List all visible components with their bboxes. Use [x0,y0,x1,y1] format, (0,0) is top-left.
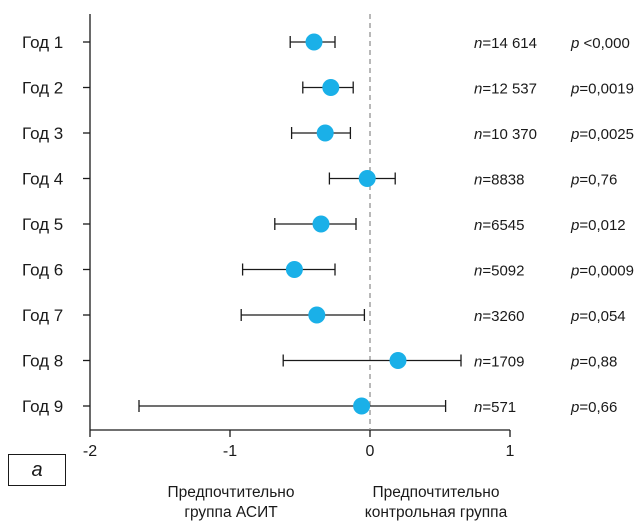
right-caption-line2: контрольная группа [365,504,508,521]
row-label: Год 2 [22,79,63,98]
estimate-point [305,33,323,51]
right-caption-line1: Предпочтительно [373,484,500,501]
p-value: p=0,0019 [570,81,634,98]
n-value: n=10 370 [474,126,537,143]
row-label: Год 7 [22,306,63,325]
left-caption-line2: группа АСИТ [184,504,278,521]
row-label: Год 4 [22,170,63,189]
n-value: n=571 [474,399,516,416]
p-value: p <0,000 [570,35,630,52]
captions: Предпочтительно группа АСИТ Предпочтител… [168,484,508,521]
estimate-point [285,261,303,278]
row-label: Год 1 [22,33,63,52]
x-tick-label: -2 [83,443,97,460]
n-value: n=5092 [474,263,524,280]
row-label: Год 8 [22,352,63,371]
estimate-point [353,397,371,415]
rows: Год 1 Год 2 Год 3 Год 4 Год 5 Год 6 Год 7 Год 8… [22,33,462,416]
row-label: Год 3 [22,124,63,143]
panel-label: а [8,454,66,486]
estimate-point [322,79,340,96]
n-value: n=8838 [474,172,524,189]
estimate-point [389,352,407,369]
n-value: n=6545 [474,217,524,234]
axes: -2 -1 0 1 [83,14,515,460]
estimate-point [312,215,330,233]
p-value: p=0,88 [570,354,617,371]
row-label: Год 5 [22,215,63,234]
p-value: p=0,0025 [570,126,634,143]
estimate-point [308,306,326,324]
n-value: n=1709 [474,354,524,371]
p-value: p=0,66 [570,399,617,416]
estimate-point [316,124,334,142]
n-value: n=3260 [474,308,524,325]
x-tick-label: 0 [366,443,375,460]
p-value: p=0,012 [570,217,626,234]
p-value: p=0,76 [570,172,617,189]
p-value: p=0,054 [570,308,626,325]
row-label: Год 9 [22,397,63,416]
row-label: Год 6 [22,261,63,280]
p-value: p=0,0009 [570,263,634,280]
left-caption-line1: Предпочтительно [168,484,295,501]
x-tick-label: 1 [506,443,515,460]
estimate-point [358,170,376,187]
stats: n=14 614 p <0,000 n=12 537 p=0,0019 n=10 370… [474,35,634,416]
x-tick-label: -1 [223,443,237,460]
n-value: n=14 614 [474,35,537,52]
n-value: n=12 537 [474,81,537,98]
